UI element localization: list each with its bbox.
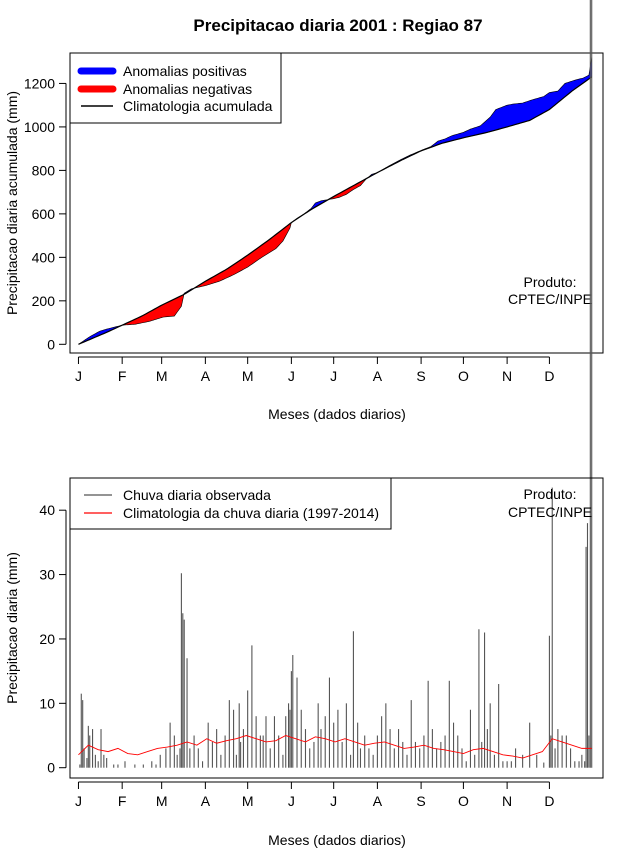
x-tick-label: J [330, 368, 337, 384]
x-tick-label: F [118, 793, 127, 809]
climatology-cumulative-line [78, 76, 593, 345]
y-tick-label: 600 [32, 206, 56, 222]
x-tick-label: M [156, 793, 168, 809]
x-tick-label: D [544, 793, 554, 809]
legend-label-climatology: Climatologia da chuva diaria (1997-2014) [123, 505, 379, 521]
climatology-daily-line [78, 735, 592, 759]
legend-label-climatology: Climatologia acumulada [123, 98, 273, 114]
daily-chart: 0 10 20 30 40 J F M A M J J A S O N D Meses (dados diar… [4, 0, 604, 848]
plot-frame [69, 52, 604, 354]
legend-label-negative: Anomalias negativas [123, 81, 252, 97]
x-tick-label: J [330, 793, 337, 809]
y-tick-label: 0 [47, 760, 55, 776]
figure-title: Precipitacao diaria 2001 : Regiao 87 [193, 16, 482, 35]
x-axis-label: Meses (dados diarios) [268, 406, 406, 422]
legend: Chuva diaria observada Climatologia da c… [69, 477, 392, 530]
x-tick-label: J [288, 793, 295, 809]
product-label: Produto: [524, 486, 577, 502]
x-tick-label: O [458, 793, 469, 809]
x-tick-label: N [502, 793, 512, 809]
x-tick-label: A [201, 793, 211, 809]
x-axis-label: Meses (dados diarios) [268, 832, 406, 848]
x-tick-label: M [242, 793, 254, 809]
y-tick-label: 200 [32, 293, 56, 309]
x-tick-label: S [416, 368, 425, 384]
legend-label-observed: Chuva diaria observada [123, 487, 271, 503]
legend-box [69, 477, 392, 530]
x-tick-label: A [373, 368, 383, 384]
x-tick-label: M [242, 368, 254, 384]
x-tick-label: S [416, 793, 425, 809]
y-tick-label: 800 [32, 162, 56, 178]
x-tick-label: J [288, 368, 295, 384]
observed-bars [79, 0, 593, 768]
y-tick-label: 1000 [24, 119, 55, 135]
y-axis: 0 10 20 30 40 [39, 502, 67, 776]
y-axis-label: Precipitacao diaria (mm) [4, 552, 20, 704]
x-tick-label: J [75, 368, 82, 384]
product-source: CPTEC/INPE [508, 504, 592, 520]
x-tick-label: M [156, 368, 168, 384]
y-tick-label: 1200 [24, 75, 55, 91]
x-tick-label: F [118, 368, 127, 384]
y-tick-label: 40 [39, 502, 55, 518]
y-tick-label: 400 [32, 249, 56, 265]
x-tick-label: O [458, 368, 469, 384]
y-tick-label: 30 [39, 567, 55, 583]
cumulative-chart: 0 200 400 600 800 1000 1200 J F M A M J J A S O N D Meses… [4, 52, 604, 422]
y-axis-label: Precipitacao diaria acumulada (mm) [4, 91, 20, 315]
x-tick-label: A [373, 793, 383, 809]
x-tick-label: D [544, 368, 554, 384]
product-source: CPTEC/INPE [508, 291, 592, 307]
x-tick-label: N [502, 368, 512, 384]
y-axis: 0 200 400 600 800 1000 1200 [24, 75, 67, 352]
legend-label-positive: Anomalias positivas [123, 63, 247, 79]
x-tick-label: J [75, 793, 82, 809]
y-tick-label: 20 [39, 631, 55, 647]
legend: Anomalias positivas Anomalias negativas … [69, 52, 282, 124]
product-label: Produto: [524, 274, 577, 290]
x-tick-label: A [201, 368, 211, 384]
y-tick-label: 10 [39, 695, 55, 711]
y-tick-label: 0 [47, 336, 55, 352]
